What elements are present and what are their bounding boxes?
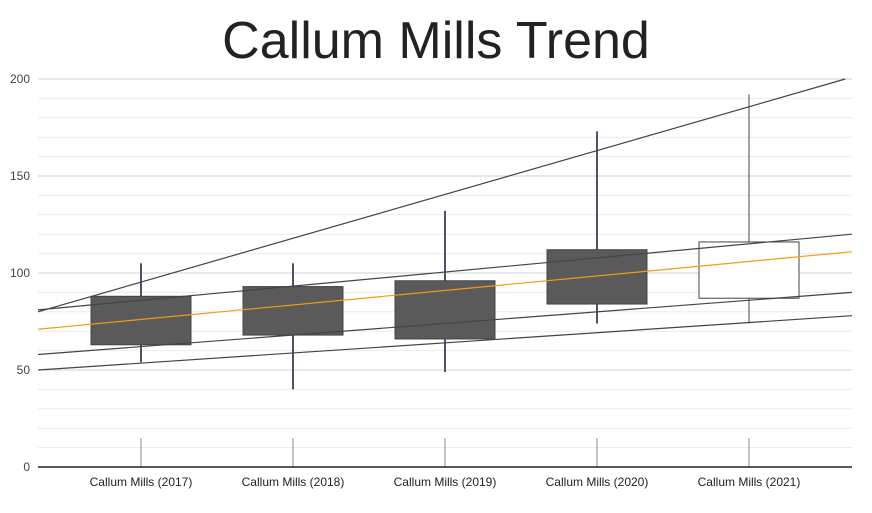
y-tick-label: 150 bbox=[10, 169, 30, 183]
candle-body bbox=[546, 249, 648, 305]
trendlines bbox=[37, 78, 853, 371]
x-tick-label: Callum Mills (2017) bbox=[90, 475, 193, 489]
y-axis: 0 50 100 150 200 bbox=[10, 72, 30, 474]
y-tick-label: 200 bbox=[10, 72, 30, 86]
trendline bbox=[37, 291, 853, 356]
x-axis: Callum Mills (2017) Callum Mills (2018) Ca… bbox=[90, 438, 801, 489]
x-tick-label: Callum Mills (2019) bbox=[394, 475, 497, 489]
x-tick-label: Callum Mills (2020) bbox=[546, 475, 649, 489]
x-tick-label: Callum Mills (2021) bbox=[698, 475, 801, 489]
candles bbox=[90, 94, 800, 390]
candle bbox=[242, 263, 344, 390]
trendline bbox=[37, 315, 853, 371]
x-tick-label: Callum Mills (2018) bbox=[242, 475, 345, 489]
candle bbox=[394, 210, 496, 372]
candle-body bbox=[394, 280, 496, 340]
y-tick-label: 100 bbox=[10, 266, 30, 280]
y-tick-label: 50 bbox=[17, 363, 31, 377]
candle bbox=[90, 263, 192, 363]
trendline bbox=[37, 251, 853, 330]
candle-body bbox=[242, 286, 344, 336]
candle-body bbox=[698, 241, 800, 299]
chart-title: Callum Mills Trend bbox=[222, 12, 650, 70]
trendline bbox=[37, 233, 853, 311]
trendline bbox=[37, 78, 846, 313]
candle bbox=[546, 131, 648, 324]
y-tick-label: 0 bbox=[23, 460, 30, 474]
candle-body bbox=[90, 295, 192, 346]
candle bbox=[698, 94, 800, 324]
